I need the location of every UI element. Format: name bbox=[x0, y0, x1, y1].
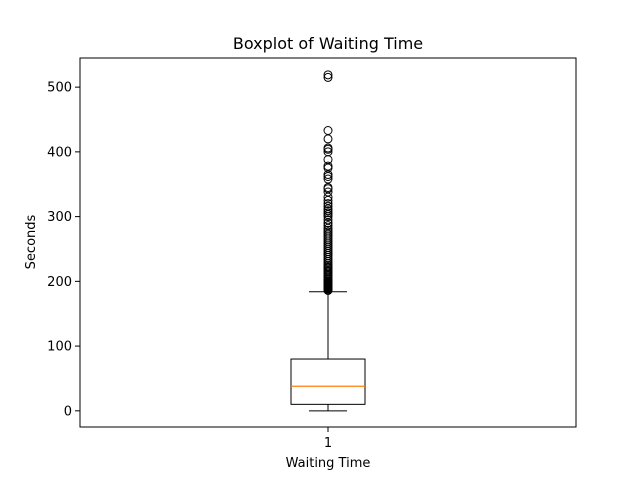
outlier-point bbox=[323, 201, 333, 211]
chart-title: Boxplot of Waiting Time bbox=[233, 34, 423, 53]
outlier-point bbox=[323, 221, 333, 231]
outlier-point bbox=[323, 72, 333, 82]
axis-ticks: 0 100 200 300 400 500 1 bbox=[47, 81, 332, 451]
outlier-point bbox=[323, 147, 333, 157]
outlier-point bbox=[323, 161, 333, 171]
y-axis-label: Seconds bbox=[24, 214, 39, 269]
outlier-point bbox=[323, 134, 333, 144]
outlier-point bbox=[323, 70, 333, 80]
box-group bbox=[290, 291, 366, 412]
x-axis-label: Waiting Time bbox=[286, 456, 371, 471]
y-tick-label: 300 bbox=[47, 210, 72, 225]
outlier-point bbox=[323, 143, 333, 153]
y-tick-label: 500 bbox=[47, 81, 72, 96]
outlier-point bbox=[323, 199, 333, 209]
outlier-point bbox=[323, 187, 333, 197]
iqr-box bbox=[290, 358, 366, 405]
y-tick-label: 0 bbox=[64, 404, 72, 419]
y-tick-label: 400 bbox=[47, 145, 72, 160]
plot-frame bbox=[79, 57, 577, 428]
outlier-group bbox=[323, 70, 333, 295]
outlier-point bbox=[323, 174, 333, 184]
y-tick-label: 100 bbox=[47, 340, 72, 355]
x-tick-label: 1 bbox=[324, 436, 332, 451]
outlier-point bbox=[323, 215, 333, 225]
outlier-point bbox=[323, 126, 333, 136]
y-tick-label: 200 bbox=[47, 275, 72, 290]
